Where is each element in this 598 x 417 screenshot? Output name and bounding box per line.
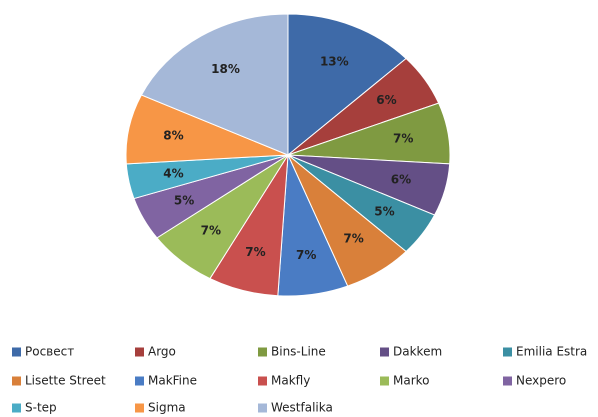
legend-label: Emilia Estra bbox=[516, 345, 587, 359]
data-label: 7% bbox=[245, 245, 265, 259]
legend-swatch bbox=[12, 376, 21, 386]
legend-label: Dakkem bbox=[393, 345, 442, 359]
legend-label: Argo bbox=[148, 345, 176, 359]
legend-swatch bbox=[135, 347, 144, 357]
legend-label: Marko bbox=[393, 374, 430, 388]
legend-swatch bbox=[12, 403, 21, 413]
legend-label: Sigma bbox=[148, 401, 186, 415]
legend-swatch bbox=[503, 347, 512, 357]
legend-swatch bbox=[380, 376, 389, 386]
data-label: 5% bbox=[174, 194, 194, 208]
legend-swatch bbox=[135, 403, 144, 413]
pie-slice bbox=[287, 13, 407, 157]
data-label: 4% bbox=[163, 167, 183, 181]
legend-label: Makfly bbox=[271, 374, 310, 388]
legend-label: Nexpero bbox=[516, 374, 566, 388]
legend-label: Lisette Street bbox=[25, 374, 106, 388]
legend-swatch bbox=[258, 347, 267, 357]
data-label: 7% bbox=[201, 224, 221, 238]
legend-label: MakFine bbox=[148, 374, 197, 388]
legend-swatch bbox=[258, 376, 267, 386]
data-label: 5% bbox=[374, 205, 394, 219]
data-label: 18% bbox=[211, 62, 240, 76]
data-label: 8% bbox=[163, 128, 183, 142]
data-label: 7% bbox=[343, 231, 363, 245]
pie-slice bbox=[140, 13, 289, 156]
legend-label: Westfalika bbox=[271, 401, 333, 415]
data-label: 7% bbox=[393, 132, 413, 146]
legend-label: S-tep bbox=[25, 401, 57, 415]
legend-swatch bbox=[258, 403, 267, 413]
data-label: 6% bbox=[376, 93, 396, 107]
data-label: 13% bbox=[320, 54, 349, 68]
legend-label: Росвест bbox=[25, 345, 74, 359]
legend-label: Bins-Line bbox=[271, 345, 326, 359]
data-label: 7% bbox=[296, 248, 316, 262]
legend-swatch bbox=[503, 376, 512, 386]
legend-swatch bbox=[135, 376, 144, 386]
legend-swatch bbox=[12, 347, 21, 357]
data-label: 6% bbox=[391, 173, 411, 187]
legend-swatch bbox=[380, 347, 389, 357]
